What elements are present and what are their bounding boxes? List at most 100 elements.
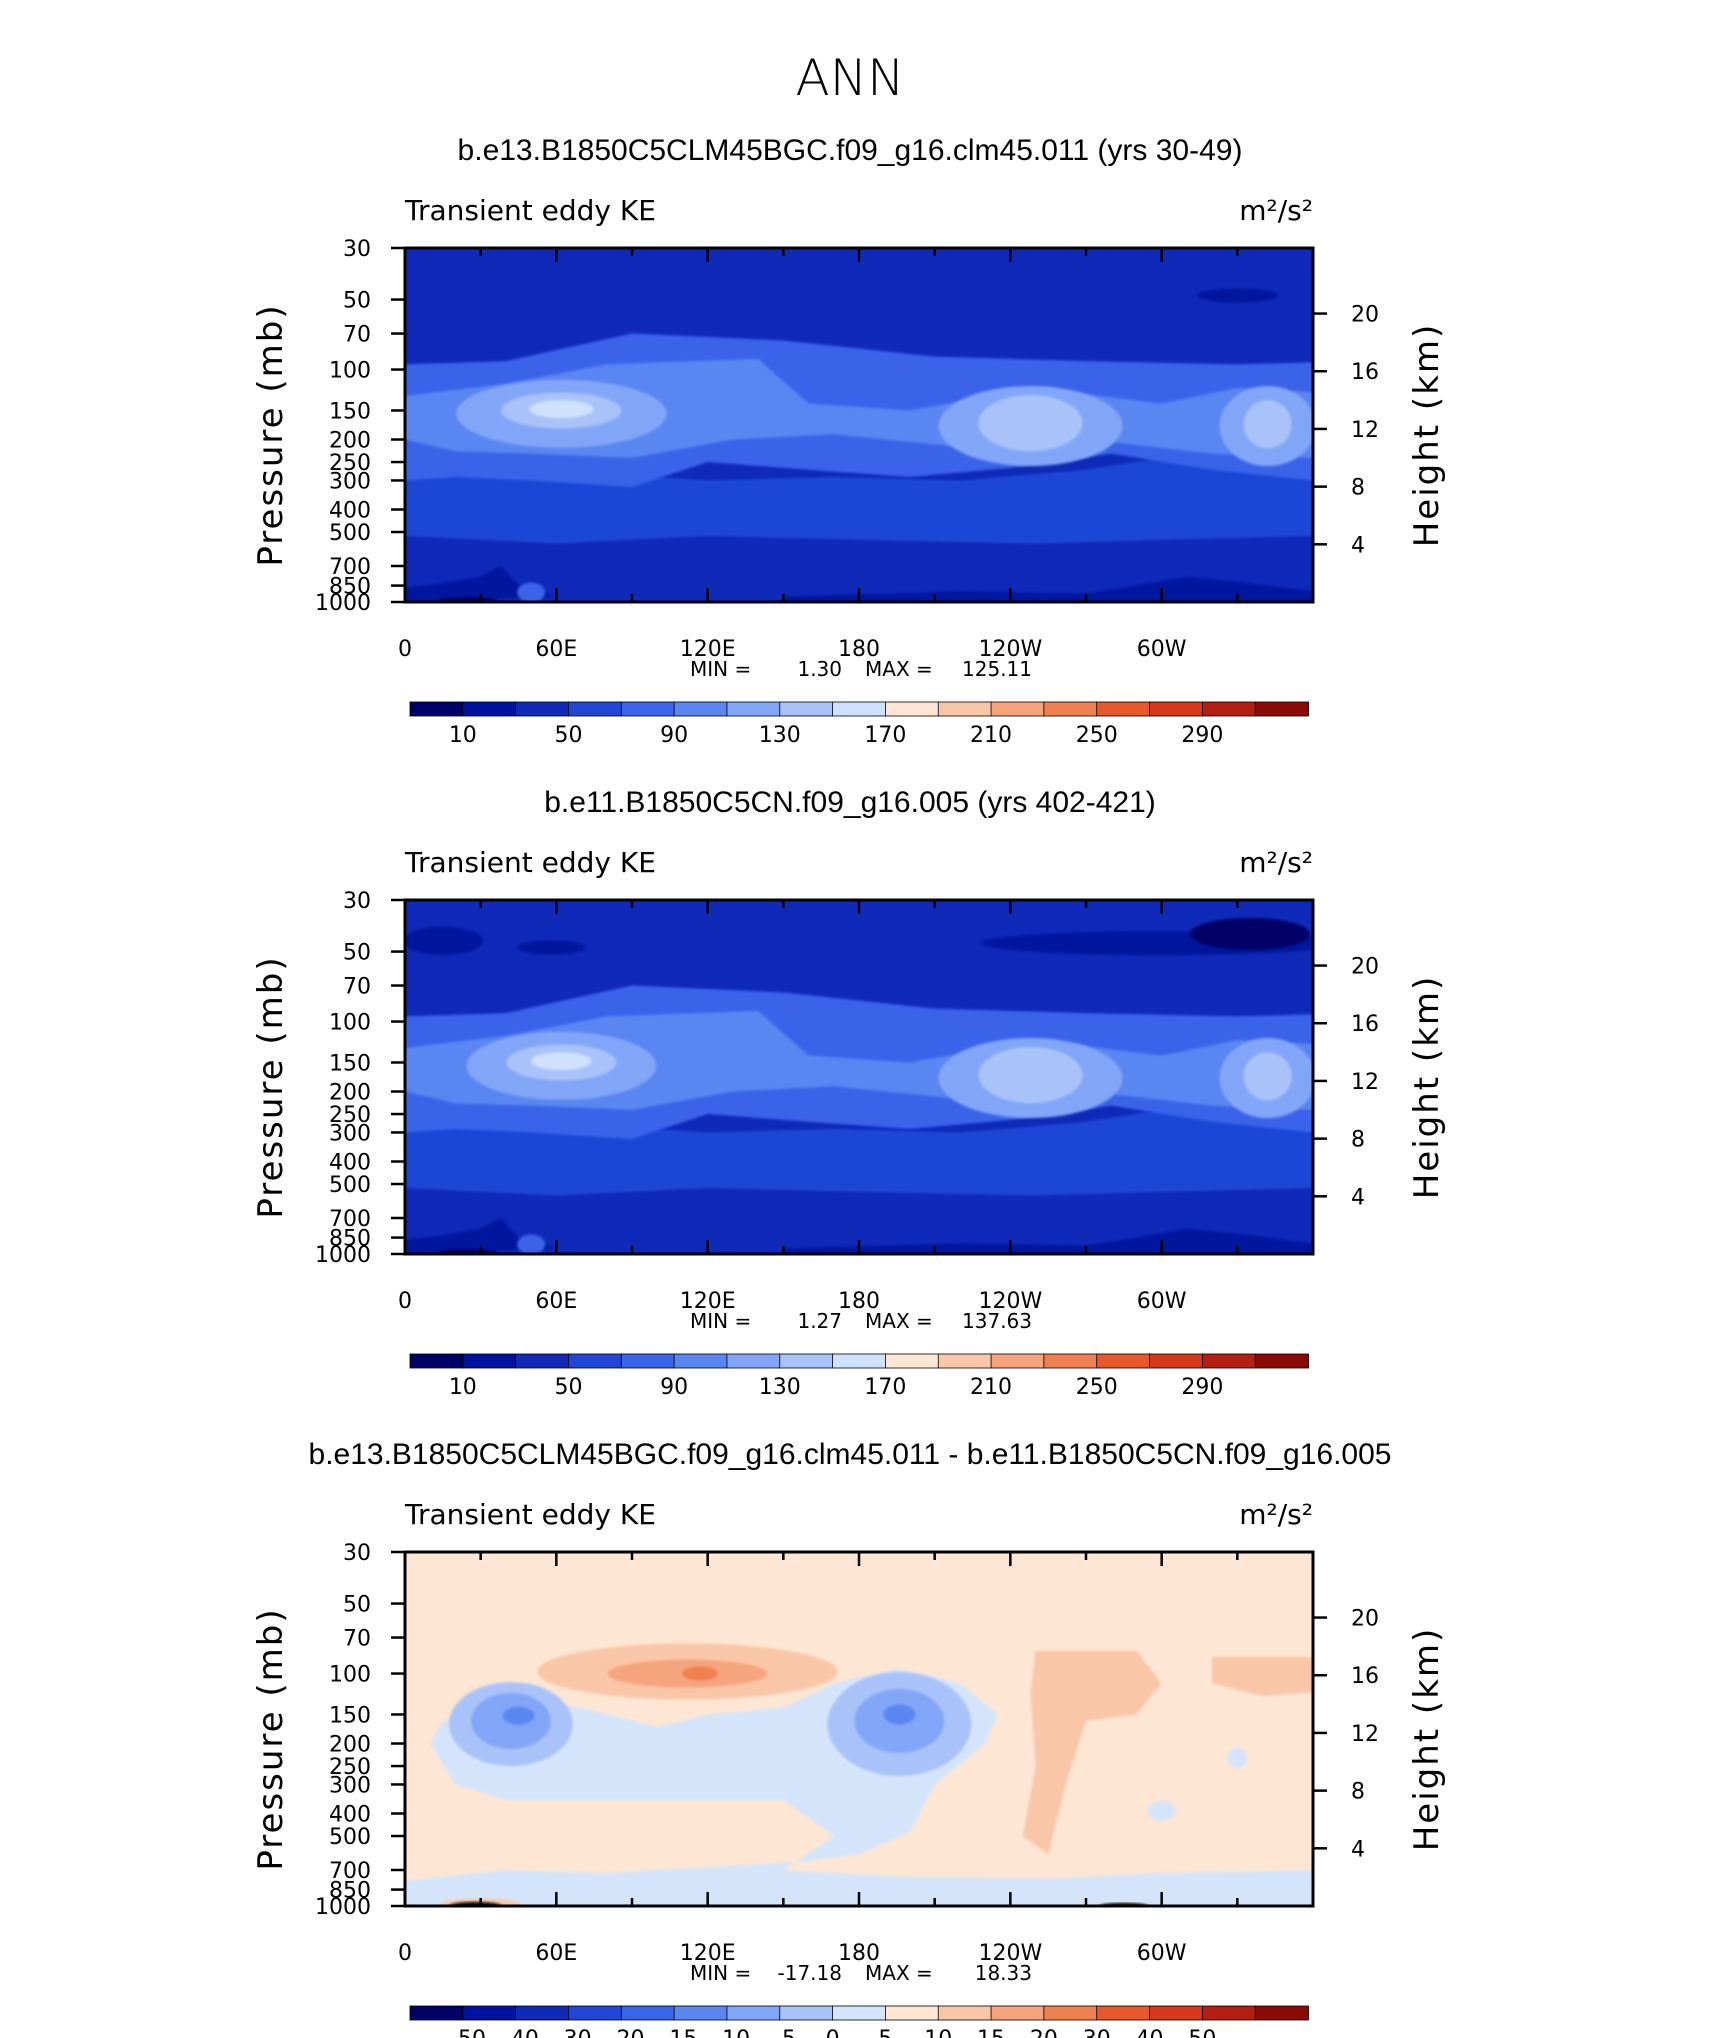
colorbar-swatch	[726, 701, 781, 717]
y-tick-label: 700	[329, 1207, 371, 1232]
colorbar-swatch	[673, 2005, 728, 2021]
colorbar-label: −50	[440, 2027, 486, 2038]
colorbar-swatch	[620, 1353, 676, 1369]
colorbar: 10 50 90 130 170 210 250 290	[409, 1353, 1309, 1400]
colorbar: −50−40−30−20−15−10−505101520304050	[409, 2005, 1309, 2038]
y-tick-label: 1000	[315, 1243, 371, 1268]
stat-min-label: MIN =	[690, 657, 751, 681]
y-tick-label: 300	[329, 469, 371, 494]
colorbar-label: 20	[1030, 2027, 1058, 2038]
colorbar-label: 290	[1181, 723, 1223, 748]
contour-region	[1197, 288, 1278, 303]
y-tick-label: 150	[329, 399, 371, 424]
contour-region	[1189, 917, 1310, 950]
contour-region	[517, 582, 546, 602]
x-tick-label: 180	[838, 637, 880, 662]
y-tick-label: 700	[329, 1859, 371, 1884]
y-right-tick-label: 8	[1351, 1128, 1365, 1153]
contour-band	[1022, 1651, 1162, 1855]
y-right-tick-label: 12	[1351, 418, 1379, 443]
colorbar-swatch	[1201, 1353, 1257, 1369]
x-tick-label: 120E	[680, 1289, 736, 1314]
colorbar-swatch	[1149, 2005, 1204, 2021]
colorbar-swatch	[726, 1353, 781, 1369]
colorbar-label: 40	[1136, 2027, 1164, 2038]
colorbar-label: 170	[864, 723, 906, 748]
colorbar-label: 50	[1188, 2027, 1216, 2038]
y-tick-label: 850	[329, 575, 371, 600]
y-right-tick-label: 8	[1351, 476, 1365, 501]
colorbar-label: 10	[924, 2027, 952, 2038]
y-tick-label: 500	[329, 1173, 371, 1198]
y-tick-label: 30	[343, 237, 371, 262]
colorbar-label: 210	[970, 1375, 1012, 1400]
colorbar-swatch	[515, 2005, 570, 2021]
stat-max-label: MAX =	[865, 1309, 933, 1333]
colorbar-label: 210	[970, 723, 1012, 748]
contour-band	[783, 576, 1313, 602]
colorbar-swatch	[462, 2005, 517, 2021]
y-right-tick-label: 12	[1351, 1070, 1379, 1095]
y-tick-label: 50	[343, 1593, 371, 1618]
colorbar-swatch	[990, 2005, 1045, 2021]
stat-max-label: MAX =	[865, 1961, 933, 1985]
colorbar-label: 290	[1181, 1375, 1223, 1400]
y-right-tick-label: 20	[1351, 1607, 1379, 1632]
colorbar-swatch	[1201, 701, 1257, 717]
contour-region	[1243, 400, 1292, 449]
stat-min-value: 1.30	[797, 657, 842, 681]
y-right-tick-label: 20	[1351, 955, 1379, 980]
chart-panel-2: b.e11.B1850C5CN.f09_g16.005 (yrs 402-421…	[251, 786, 1447, 1400]
colorbar-swatch	[1043, 701, 1098, 717]
colorbar-label: 50	[554, 723, 582, 748]
contour-region	[517, 1234, 546, 1254]
y-tick-label: 200	[329, 1733, 371, 1758]
y-tick-label: 100	[329, 1011, 371, 1036]
y-tick-label: 300	[329, 1773, 371, 1798]
y-tick-label: 100	[329, 1663, 371, 1688]
y-axis-label: Pressure (mb)	[251, 955, 291, 1218]
colorbar-swatch	[1254, 701, 1309, 717]
stat-min-label: MIN =	[690, 1309, 751, 1333]
colorbar-swatch	[832, 701, 887, 717]
panel-title: b.e13.B1850C5CLM45BGC.f09_g16.clm45.011 …	[309, 1438, 1392, 1471]
contour-region	[529, 400, 594, 419]
y-tick-label: 300	[329, 1121, 371, 1146]
colorbar-swatch	[937, 701, 992, 717]
x-tick-label: 120E	[680, 1941, 736, 1966]
y-right-tick-label: 20	[1351, 303, 1379, 328]
y-tick-label: 50	[343, 941, 371, 966]
colorbar-swatch	[1254, 2005, 1309, 2021]
colorbar-label: 90	[660, 723, 688, 748]
contour-region	[1227, 1747, 1248, 1768]
contour-field	[405, 248, 1313, 602]
y-tick-label: 50	[343, 289, 371, 314]
y-tick-label: 700	[329, 555, 371, 580]
colorbar-swatch	[1149, 1353, 1204, 1369]
contour-band	[1212, 1657, 1313, 1697]
colorbar-label: 30	[1083, 2027, 1111, 2038]
colorbar-label: 130	[759, 723, 801, 748]
colorbar-swatch	[1096, 701, 1151, 717]
y-axis-label: Pressure (mb)	[251, 1607, 291, 1870]
colorbar-swatch	[1201, 2005, 1257, 2021]
y-tick-label: 70	[343, 975, 371, 1000]
y-axis-label-right: Height (km)	[1407, 975, 1447, 1200]
stat-min-value: -17.18	[778, 1961, 842, 1985]
colorbar-swatch	[409, 701, 464, 717]
y-tick-label: 150	[329, 1703, 371, 1728]
y-tick-label: 30	[343, 1541, 371, 1566]
colorbar-label: 10	[449, 723, 477, 748]
colorbar-label: 10	[449, 1375, 477, 1400]
contour-region	[978, 395, 1083, 452]
colorbar: 10 50 90 130 170 210 250 290	[409, 701, 1309, 748]
stat-max-label: MAX =	[865, 657, 933, 681]
y-tick-label: 400	[329, 1150, 371, 1175]
colorbar-swatch	[885, 2005, 940, 2021]
y-tick-label: 250	[329, 1755, 371, 1780]
y-right-tick-label: 16	[1351, 1664, 1379, 1689]
y-right-tick-label: 4	[1351, 1837, 1365, 1862]
colorbar-swatch	[779, 2005, 834, 2021]
y-axis-label: Pressure (mb)	[251, 303, 291, 566]
